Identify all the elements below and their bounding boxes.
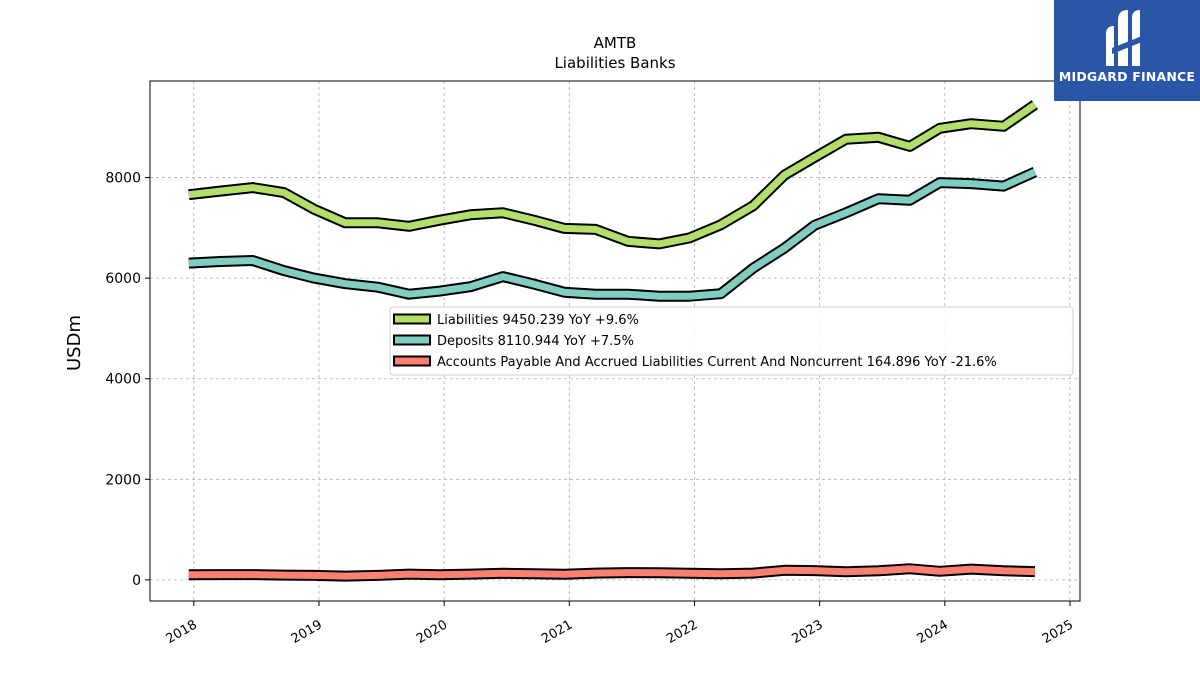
legend-swatch-2	[393, 355, 431, 367]
legend: Liabilities 9450.239 YoY +9.6% Deposits 8…	[389, 306, 1074, 376]
y-axis: 0 2000 4000 6000 8000	[105, 171, 150, 589]
logo-text: MIDGARD FINANCE	[1058, 69, 1196, 84]
series-line-0	[188, 101, 1037, 248]
brand-logo: MIDGARD FINANCE	[1054, 0, 1200, 101]
x-tick-label: 2021	[539, 617, 575, 647]
legend-label-2: Accounts Payable And Accrued Liabilities…	[437, 355, 997, 370]
legend-swatch-1	[393, 334, 431, 346]
logo-icon	[1106, 10, 1142, 66]
y-tick-label: 2000	[105, 472, 141, 488]
x-tick-label: 2022	[664, 617, 700, 647]
x-tick-label: 2018	[164, 617, 200, 647]
y-axis-label: USDm	[64, 315, 85, 371]
y-tick-label: 4000	[105, 372, 141, 388]
chart-subtitle: Liabilities Banks	[554, 54, 675, 72]
x-tick-label: 2020	[414, 617, 450, 647]
plot-frame	[149, 80, 1081, 602]
y-tick-label: 0	[132, 573, 141, 589]
x-axis: 2018 2019 2020 2021 2022 2023 2024 2025	[164, 601, 1076, 647]
series-line-2	[188, 565, 1035, 580]
legend-label-0: Liabilities 9450.239 YoY +9.6%	[437, 313, 639, 328]
y-tick-label: 8000	[105, 171, 141, 187]
series-line-1	[188, 168, 1037, 300]
x-tick-label: 2019	[289, 617, 325, 647]
y-tick-label: 6000	[105, 271, 141, 287]
x-tick-label: 2024	[915, 617, 951, 647]
series-layer	[188, 100, 1039, 582]
chart-title: AMTB	[594, 34, 637, 52]
legend-label-1: Deposits 8110.944 YoY +7.5%	[437, 334, 634, 349]
legend-box	[389, 306, 1074, 376]
legend-swatch-0	[393, 313, 431, 325]
grid	[150, 81, 1080, 601]
x-tick-label: 2025	[1040, 617, 1076, 647]
x-tick-label: 2023	[789, 617, 825, 647]
series-outline-0	[188, 100, 1039, 250]
